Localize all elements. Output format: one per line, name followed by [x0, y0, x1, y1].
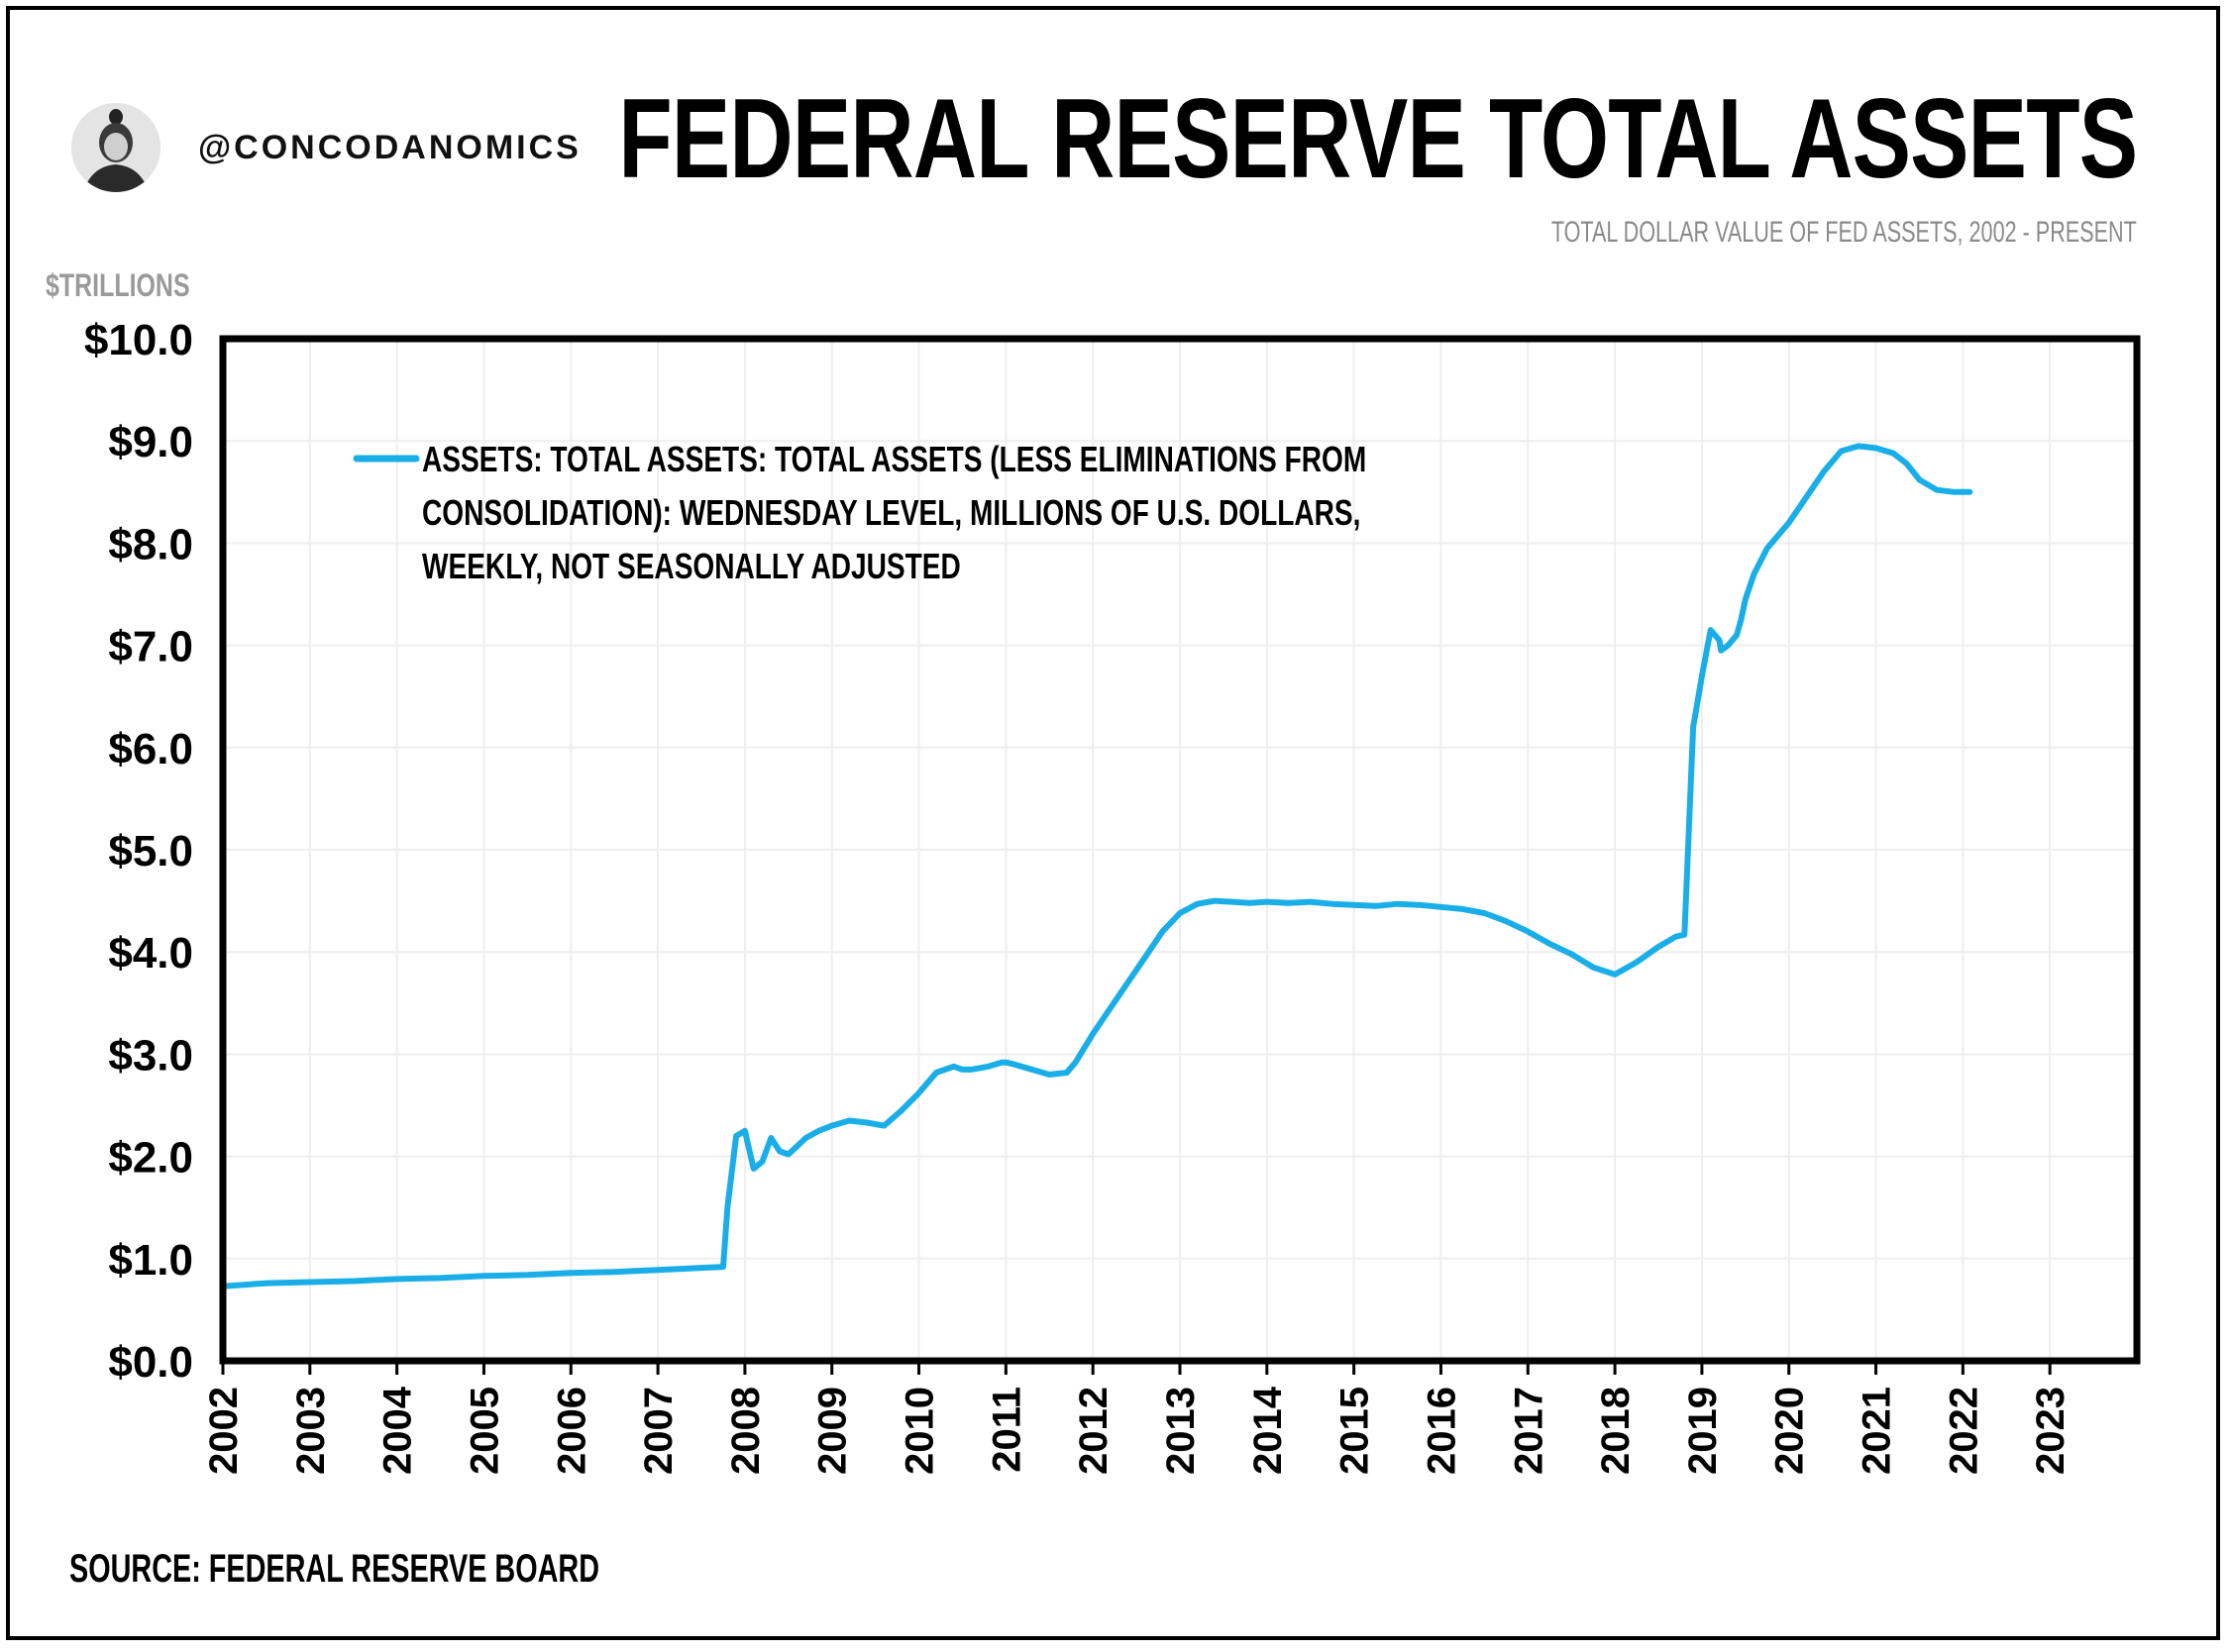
- y-tick-label: $10.0: [84, 316, 193, 364]
- x-tick-label: 2002: [202, 1387, 246, 1475]
- legend-label: WEEKLY, NOT SEASONALLY ADJUSTED: [422, 547, 961, 586]
- x-tick-label: 2022: [1942, 1387, 1985, 1475]
- y-tick-label: $0.0: [108, 1338, 193, 1387]
- author-handle: @CONCODANOMICS: [198, 129, 582, 166]
- x-tick-label: 2016: [1420, 1387, 1463, 1475]
- y-tick-label: $6.0: [108, 725, 193, 774]
- avatar: [71, 103, 160, 192]
- x-tick-label: 2004: [376, 1386, 420, 1475]
- grid-lines: [222, 338, 2137, 1362]
- x-tick-label: 2003: [289, 1387, 333, 1475]
- x-axis-ticks: 2002 2003 2004 2005 2006 2007 2008 2009 2010 2011…: [202, 1361, 2073, 1475]
- x-tick-label: 2017: [1507, 1387, 1550, 1475]
- legend-label: CONSOLIDATION): WEDNESDAY LEVEL, MILLION…: [422, 493, 1360, 533]
- x-tick-label: 2018: [1594, 1387, 1638, 1475]
- x-tick-label: 2011: [985, 1387, 1028, 1473]
- y-tick-label: $3.0: [108, 1031, 193, 1080]
- legend: ASSETS: TOTAL ASSETS: TOTAL ASSETS (LESS…: [353, 440, 1366, 586]
- avatar-portrait-icon: [71, 103, 160, 192]
- page-subtitle: TOTAL DOLLAR VALUE OF FED ASSETS, 2002 -…: [1551, 216, 2137, 249]
- x-tick-label: 2020: [1768, 1387, 1812, 1475]
- x-tick-label: 2019: [1681, 1387, 1725, 1475]
- x-tick-label: 2008: [724, 1387, 768, 1475]
- x-tick-label: 2012: [1072, 1387, 1116, 1475]
- y-tick-label: $8.0: [108, 520, 193, 568]
- legend-label: ASSETS: TOTAL ASSETS: TOTAL ASSETS (LESS…: [422, 440, 1366, 479]
- y-tick-label: $1.0: [108, 1236, 193, 1285]
- y-tick-label: $4.0: [108, 929, 193, 978]
- chart-frame: [6, 6, 2220, 1640]
- x-tick-label: 2023: [2029, 1387, 2073, 1475]
- y-tick-label: $7.0: [108, 623, 193, 671]
- x-tick-label: 2006: [550, 1387, 593, 1475]
- x-tick-label: 2005: [463, 1387, 506, 1475]
- x-tick-label: 2007: [637, 1387, 681, 1475]
- series-line: [220, 443, 1973, 1290]
- x-tick-label: 2010: [899, 1387, 942, 1475]
- y-tick-label: $9.0: [108, 418, 193, 466]
- page-title: FEDERAL RESERVE TOTAL ASSETS: [618, 76, 2138, 202]
- source-note: SOURCE: FEDERAL RESERVE BOARD: [69, 1547, 600, 1591]
- x-tick-label: 2015: [1333, 1387, 1377, 1475]
- x-tick-label: 2014: [1246, 1386, 1290, 1475]
- y-tick-label: $2.0: [108, 1134, 193, 1183]
- plot-area-border: [219, 335, 2141, 1365]
- x-tick-label: 2009: [811, 1387, 855, 1475]
- y-axis-ticks: $0.0 $1.0 $2.0 $3.0 $4.0 $5.0 $6.0 $7.0 $8.0 $9.0…: [84, 316, 193, 1387]
- y-axis-unit-label: $TRILLIONS: [46, 267, 190, 303]
- series-layer: [220, 443, 1973, 1290]
- y-tick-label: $5.0: [108, 827, 193, 876]
- x-tick-label: 2013: [1159, 1387, 1203, 1475]
- x-tick-label: 2021: [1856, 1387, 1899, 1475]
